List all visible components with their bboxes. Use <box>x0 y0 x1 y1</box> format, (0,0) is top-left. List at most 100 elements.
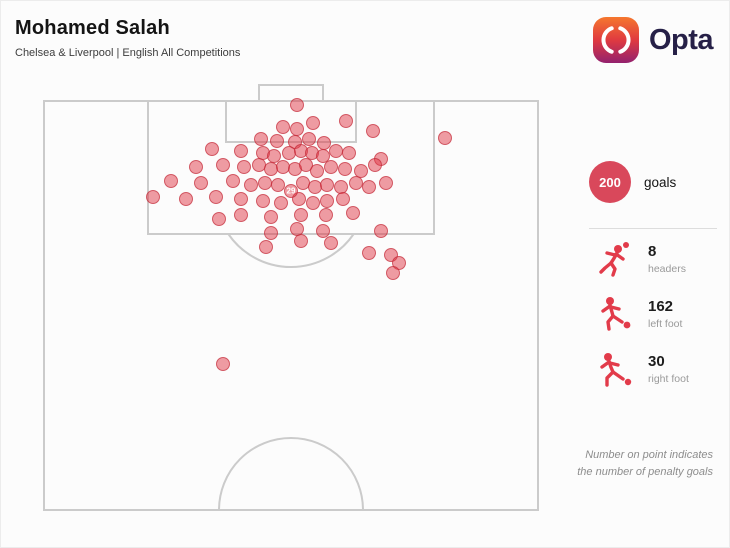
penalty-goal-dot <box>284 184 298 198</box>
goal-dot <box>205 142 219 156</box>
stat-row-right-foot: 30 right foot <box>589 349 689 389</box>
stat-label: headers <box>648 263 686 275</box>
stat-text: 30 right foot <box>648 353 689 385</box>
goal-dot <box>212 212 226 226</box>
goal-dot <box>296 176 310 190</box>
goal-dot <box>264 226 278 240</box>
goal-dot <box>216 158 230 172</box>
sidebar-divider <box>589 228 717 229</box>
goal-dot <box>270 134 284 148</box>
right-foot-icon <box>600 353 632 387</box>
goal-dot <box>264 162 278 176</box>
goal-dot <box>294 234 308 248</box>
goal-dot <box>379 176 393 190</box>
pitch-outline <box>43 100 539 511</box>
goal-dot <box>354 164 368 178</box>
goal-dot <box>306 196 320 210</box>
goal-dot <box>290 122 304 136</box>
goal-dot <box>329 144 343 158</box>
goal-dot <box>374 224 388 238</box>
goal-dot <box>317 136 331 150</box>
goal-dot <box>310 164 324 178</box>
goal-dot <box>368 158 382 172</box>
goal-dot <box>244 178 258 192</box>
pitch-diagram: 29 <box>43 84 539 511</box>
stat-value: 162 <box>648 298 674 315</box>
goal-dot <box>237 160 251 174</box>
goal-dot <box>290 98 304 112</box>
stat-value: 30 <box>648 353 665 370</box>
goal-dot <box>386 266 400 280</box>
goal-dot <box>366 124 380 138</box>
goal-dot <box>324 236 338 250</box>
centre-circle-arc <box>218 437 364 511</box>
goal-dot <box>264 210 278 224</box>
goal-dot <box>320 178 334 192</box>
goal-dot <box>306 116 320 130</box>
goal-dot <box>320 194 334 208</box>
stat-text: 162 left foot <box>648 298 682 330</box>
goal-dot <box>362 180 376 194</box>
goal-dot <box>294 208 308 222</box>
goal-dot <box>299 158 313 172</box>
penalty-note-line2: the number of penalty goals <box>577 466 713 478</box>
goal-dot <box>339 114 353 128</box>
goal-dot <box>308 180 322 194</box>
headers-icon <box>599 242 629 277</box>
opta-logo: Opta <box>592 17 714 63</box>
total-goals-label: goals <box>644 174 677 190</box>
goal-dot <box>334 180 348 194</box>
stat-text: 8 headers <box>648 243 686 275</box>
goal-dot <box>256 194 270 208</box>
goal-frame <box>258 84 324 102</box>
goal-dot <box>258 176 272 190</box>
pitch-lines <box>43 84 539 511</box>
goal-dot <box>316 149 330 163</box>
stat-label: left foot <box>648 318 683 330</box>
stat-row-left-foot: 162 left foot <box>589 294 689 334</box>
goal-dot <box>259 240 273 254</box>
opta-wordmark: Opta <box>648 23 714 56</box>
stat-label: right foot <box>648 373 689 385</box>
goal-dot <box>302 132 316 146</box>
goal-dot <box>146 190 160 204</box>
goal-dot <box>226 174 240 188</box>
goal-dot <box>189 160 203 174</box>
stat-value: 8 <box>648 243 657 260</box>
goal-dot <box>319 208 333 222</box>
goal-dot <box>336 192 350 206</box>
goal-dot <box>282 146 296 160</box>
goal-dot <box>438 131 452 145</box>
penalty-arc <box>227 233 355 268</box>
goal-dot <box>234 192 248 206</box>
penalty-note-line1: Number on point indicates <box>585 449 713 461</box>
stat-row-headers: 8 headers <box>589 239 689 279</box>
goal-dot <box>274 196 288 210</box>
goal-dot <box>234 208 248 222</box>
goal-dot <box>349 176 363 190</box>
goal-dot <box>276 160 290 174</box>
stat-rows: 8 headers 162 left foot <box>589 239 689 389</box>
goal-dot <box>252 158 266 172</box>
goal-dot <box>342 146 356 160</box>
goal-dot <box>194 176 208 190</box>
goal-dot <box>316 224 330 238</box>
goal-dot <box>290 222 304 236</box>
goal-dot <box>271 178 285 192</box>
penalty-note: Number on point indicates the number of … <box>577 447 713 481</box>
goal-dot <box>346 206 360 220</box>
goal-dots-layer: 29 <box>146 98 452 371</box>
total-goals: 200 goals <box>589 161 676 203</box>
goal-dot <box>209 190 223 204</box>
goal-dot <box>324 160 338 174</box>
goal-dot <box>362 246 376 260</box>
goal-dot <box>234 144 248 158</box>
page-subtitle: Chelsea & Liverpool | English All Compet… <box>15 47 241 59</box>
left-foot-icon <box>601 297 631 331</box>
header: Mohamed Salah Chelsea & Liverpool | Engl… <box>15 17 240 59</box>
goal-dot <box>179 192 193 206</box>
total-goals-badge: 200 <box>589 161 631 203</box>
goal-dot <box>267 149 281 163</box>
goal-dot <box>338 162 352 176</box>
